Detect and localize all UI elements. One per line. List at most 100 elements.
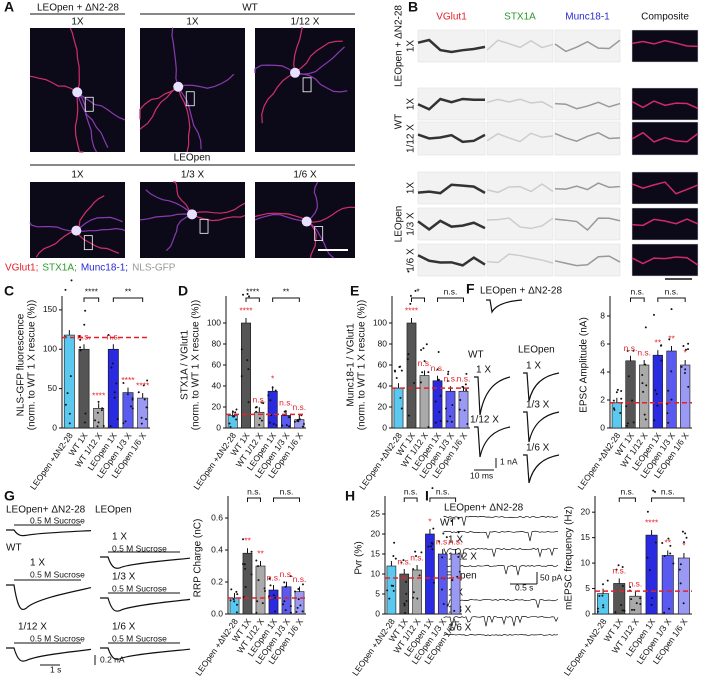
- soma: [72, 87, 83, 98]
- column-header: Composite: [641, 12, 689, 23]
- bracket: [618, 497, 636, 502]
- dot: [288, 425, 291, 428]
- dot: [281, 424, 284, 427]
- neurite: [417, 133, 486, 144]
- dot: [606, 579, 609, 582]
- dot: [96, 425, 99, 428]
- dot: [668, 607, 671, 610]
- dot: [432, 581, 435, 584]
- x-tick-label: LEOpen +ΔN2-28: [575, 430, 622, 491]
- neurite: [191, 202, 246, 215]
- dot: [656, 404, 659, 407]
- dot: [653, 419, 656, 422]
- dot: [672, 562, 675, 565]
- dot: [641, 374, 644, 377]
- significance: n.s.: [77, 332, 91, 342]
- dot: [420, 349, 423, 352]
- dot: [235, 418, 238, 421]
- significance: n.s.: [612, 566, 626, 576]
- y-tick-label: 0: [375, 608, 380, 618]
- dot: [230, 588, 233, 591]
- dot: [661, 541, 664, 544]
- y-tick-label: 100: [43, 344, 57, 354]
- bracket-label: n.s.: [280, 486, 294, 496]
- dot: [464, 383, 467, 386]
- significance: n.s.: [410, 552, 424, 562]
- dot: [409, 302, 412, 305]
- significance: ****: [645, 517, 659, 527]
- trace: [523, 372, 560, 402]
- neurite: [417, 38, 486, 54]
- dot: [438, 411, 441, 414]
- dot: [639, 597, 642, 600]
- neurite: [173, 181, 193, 215]
- significance: *: [428, 516, 432, 526]
- dot: [668, 338, 671, 341]
- neurite: [631, 218, 699, 227]
- dot: [446, 380, 449, 383]
- neurite: [254, 212, 308, 223]
- trace-label: 50 pA: [540, 572, 563, 582]
- significance: n.s.: [280, 569, 294, 579]
- panel-letter: G: [4, 488, 15, 504]
- trace: [486, 299, 523, 314]
- dot: [457, 531, 460, 534]
- bar: [625, 360, 636, 429]
- panel-letter: D: [178, 283, 188, 299]
- dot: [465, 372, 468, 375]
- panel-letter: B: [408, 0, 418, 15]
- dot: [633, 608, 636, 611]
- bar: [78, 348, 90, 429]
- significance: ****: [121, 375, 135, 385]
- dot: [255, 405, 258, 408]
- dot: [409, 294, 412, 297]
- dot: [670, 398, 673, 401]
- dot: [601, 583, 604, 586]
- dot: [652, 313, 655, 316]
- dot: [406, 358, 409, 361]
- significance: n.s.: [292, 402, 306, 412]
- trace-label: 1/6 X: [112, 622, 136, 633]
- dot: [145, 406, 148, 409]
- dot: [632, 421, 635, 424]
- dot: [626, 349, 629, 352]
- neurite: [417, 183, 486, 195]
- dot: [140, 422, 143, 425]
- bracket: [411, 297, 425, 302]
- dot: [268, 577, 271, 580]
- trace: [474, 376, 511, 416]
- trace-label: 1 X: [30, 558, 45, 569]
- bar: [399, 573, 410, 615]
- dot: [643, 413, 646, 416]
- dot: [97, 400, 100, 403]
- dot: [96, 411, 99, 414]
- bar: [611, 402, 622, 429]
- neurite: [554, 39, 621, 53]
- dot: [255, 410, 258, 413]
- trace-label: 0.2 nA: [100, 654, 125, 664]
- image-label: 1X: [186, 17, 199, 28]
- dot: [412, 591, 415, 594]
- dot: [400, 407, 403, 410]
- micrograph: [631, 121, 699, 156]
- dot: [282, 603, 285, 606]
- neurite: [29, 222, 77, 232]
- significance: ****: [405, 305, 419, 315]
- bar: [437, 553, 448, 615]
- neurite: [486, 132, 554, 143]
- bracket-label: n.s.: [630, 286, 644, 296]
- y-axis-label: mEPSC frequency (Hz): [564, 506, 575, 610]
- dot: [457, 555, 460, 558]
- image-label: 1X: [71, 17, 84, 28]
- dot: [283, 410, 286, 413]
- dot: [650, 603, 653, 606]
- bracket-label: ****: [246, 286, 260, 296]
- neurite: [306, 221, 335, 259]
- dot: [425, 343, 428, 346]
- dot: [660, 344, 663, 347]
- dot: [407, 414, 410, 417]
- significance: ****: [92, 391, 106, 401]
- dot: [451, 579, 454, 582]
- dot: [631, 399, 634, 402]
- dot: [646, 556, 649, 559]
